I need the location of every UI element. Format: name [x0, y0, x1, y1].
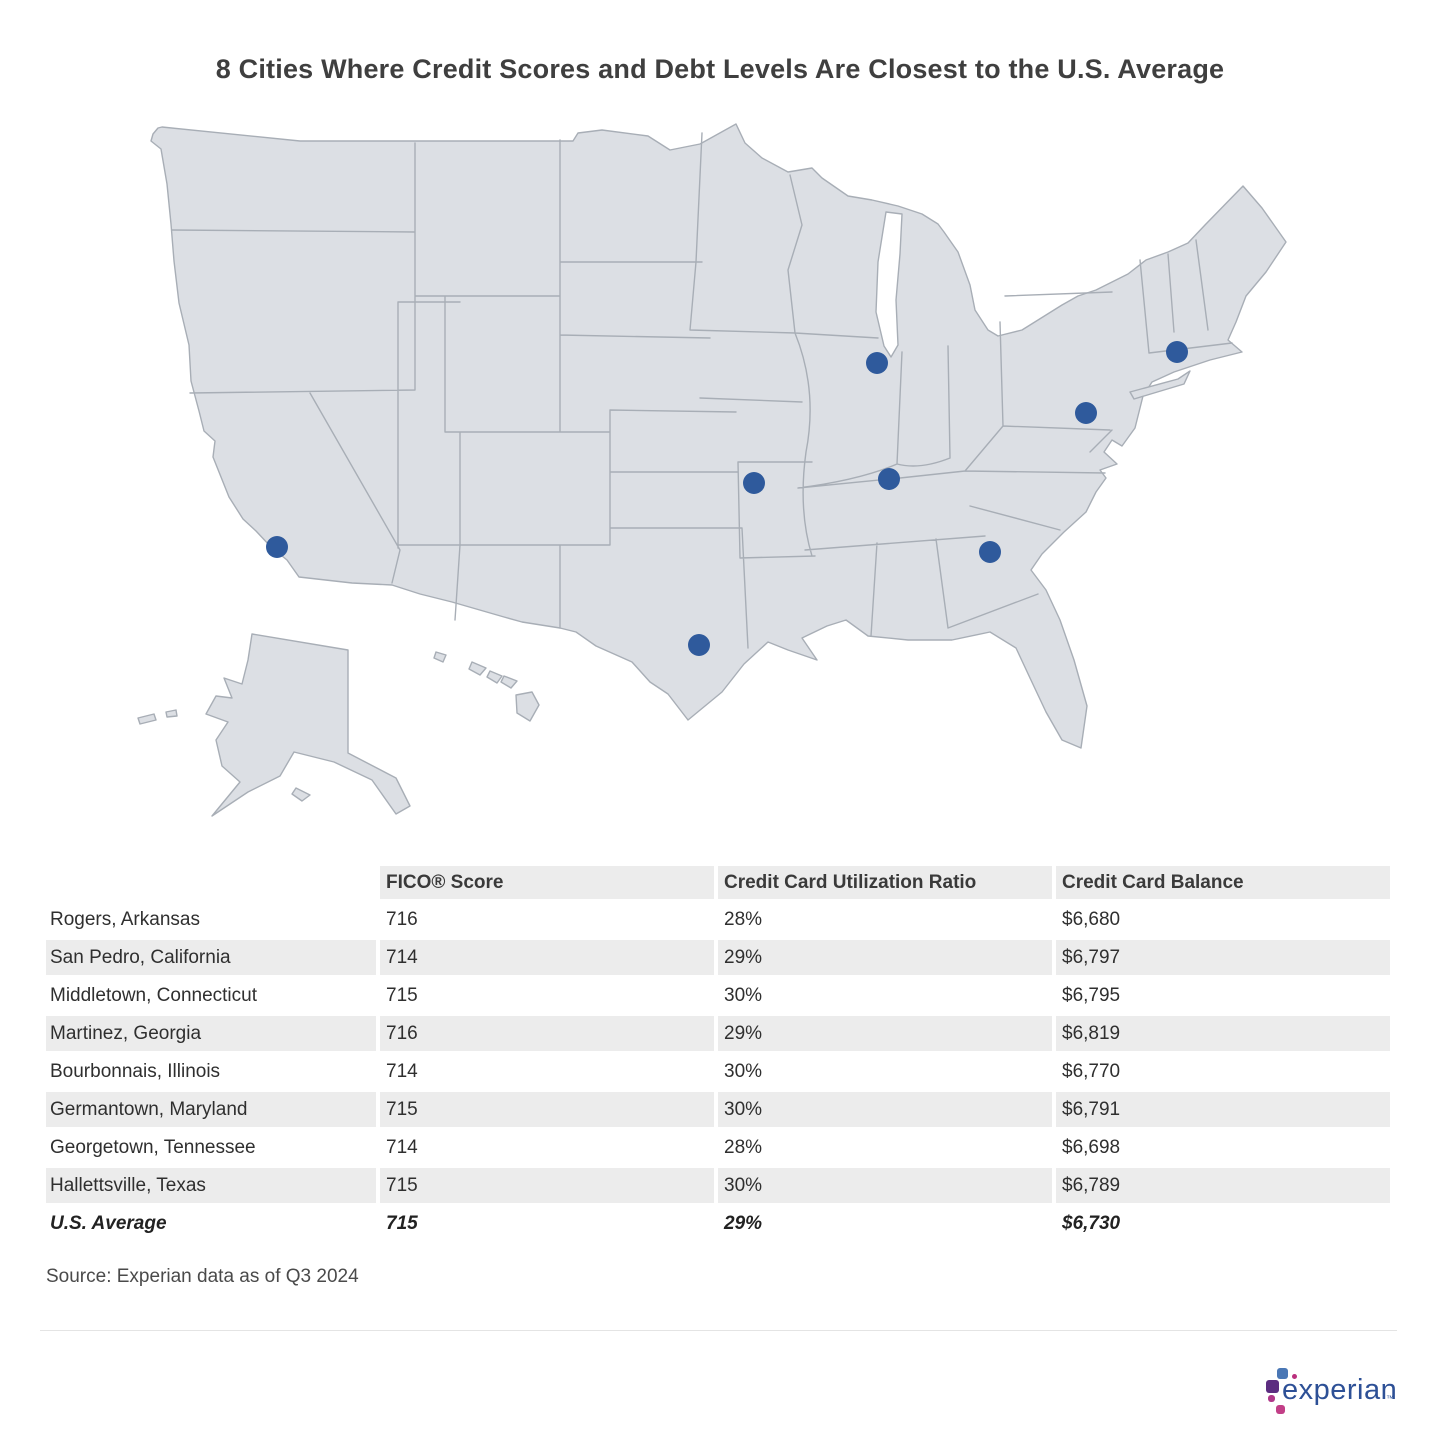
- logo-square-purple-icon: [1266, 1380, 1279, 1393]
- row-city-label: Hallettsville, Texas: [46, 1168, 376, 1203]
- us-map-svg: San Pedro, California Hallettsville, Texa…: [137, 123, 1287, 817]
- row-value-cell: $6,819: [1056, 1016, 1390, 1051]
- row-value-cell: 715: [386, 984, 418, 1006]
- row-value-cell: 30%: [724, 984, 763, 1006]
- credit-data-table: FICO® Score Credit Card Utilization Ratio…: [46, 866, 1390, 1241]
- row-value-cell: $6,730: [1062, 1212, 1121, 1234]
- row-value-cell: 714: [380, 940, 714, 975]
- city-dot: Germantown, Maryland: [1075, 402, 1097, 424]
- city-dots-layer: San Pedro, California Hallettsville, Texa…: [266, 341, 1188, 656]
- us-map: San Pedro, California Hallettsville, Texa…: [137, 123, 1287, 817]
- aleutian-islands-shape: [137, 709, 311, 802]
- row-city-label: Martinez, Georgia: [46, 1016, 376, 1051]
- row-value-cell: $6,680: [1062, 908, 1121, 930]
- row-value-cell: 28%: [724, 1136, 763, 1158]
- experian-logo: experian ™: [1258, 1360, 1398, 1420]
- row-value-cell: 29%: [718, 940, 1052, 975]
- row-city-label: Bourbonnais, Illinois: [50, 1060, 221, 1082]
- row-value-cell: 716: [386, 908, 418, 930]
- trademark-symbol: ™: [1386, 1394, 1394, 1403]
- row-value-cell: 714: [386, 1136, 418, 1158]
- long-island-shape: [1129, 370, 1191, 400]
- column-header: Credit Card Utilization Ratio: [718, 866, 1052, 899]
- row-value-cell: 30%: [718, 1092, 1052, 1127]
- row-value-cell: 715: [386, 1212, 418, 1234]
- row-value-cell: 29%: [724, 1212, 763, 1234]
- row-city-label: San Pedro, California: [46, 940, 376, 975]
- row-value-cell: 715: [380, 1168, 714, 1203]
- city-dot: Rogers, Arkansas: [743, 472, 765, 494]
- city-dot: San Pedro, California: [266, 536, 288, 558]
- source-note: Source: Experian data as of Q3 2024: [46, 1266, 359, 1287]
- row-city-label: Germantown, Maryland: [46, 1092, 376, 1127]
- row-value-cell: $6,797: [1056, 940, 1390, 975]
- city-dot: Georgetown, Tennessee: [878, 468, 900, 490]
- logo-square-blue-icon: [1277, 1368, 1288, 1379]
- page-title: 8 Cities Where Credit Scores and Debt Le…: [215, 54, 1225, 84]
- experian-wordmark: experian: [1282, 1374, 1398, 1406]
- column-header: Credit Card Balance: [1056, 866, 1390, 899]
- states-layer: [137, 123, 1287, 817]
- city-dot: Middletown, Connecticut: [1166, 341, 1188, 363]
- logo-square-magenta2-icon: [1276, 1405, 1285, 1414]
- row-value-cell: 29%: [718, 1016, 1052, 1051]
- row-value-cell: $6,698: [1062, 1136, 1121, 1158]
- lake-michigan-shape: [875, 211, 903, 358]
- row-value-cell: $6,791: [1056, 1092, 1390, 1127]
- logo-dot-magenta-icon: [1292, 1374, 1297, 1379]
- row-value-cell: $6,789: [1056, 1168, 1390, 1203]
- city-dot: Hallettsville, Texas: [688, 634, 710, 656]
- header-empty-cell: [46, 866, 376, 899]
- footer-divider: [40, 1330, 1397, 1331]
- alaska-shape: [205, 633, 411, 817]
- city-dot: Martinez, Georgia: [979, 541, 1001, 563]
- column-header: FICO® Score: [380, 866, 714, 899]
- row-city-label: U.S. Average: [50, 1212, 167, 1234]
- row-city-label: Rogers, Arkansas: [50, 908, 200, 930]
- city-dot: Bourbonnais, Illinois: [866, 352, 888, 374]
- row-city-label: Georgetown, Tennessee: [50, 1136, 256, 1158]
- logo-square-magenta-icon: [1268, 1395, 1275, 1402]
- row-value-cell: $6,795: [1062, 984, 1121, 1006]
- row-value-cell: 714: [386, 1060, 418, 1082]
- row-value-cell: 30%: [718, 1168, 1052, 1203]
- row-value-cell: 716: [380, 1016, 714, 1051]
- row-value-cell: $6,770: [1062, 1060, 1121, 1082]
- state-borders: [171, 132, 1233, 649]
- row-value-cell: 715: [380, 1092, 714, 1127]
- hawaii-shape: [433, 651, 540, 722]
- row-value-cell: 30%: [724, 1060, 763, 1082]
- row-city-label: Middletown, Connecticut: [50, 984, 257, 1006]
- row-value-cell: 28%: [724, 908, 763, 930]
